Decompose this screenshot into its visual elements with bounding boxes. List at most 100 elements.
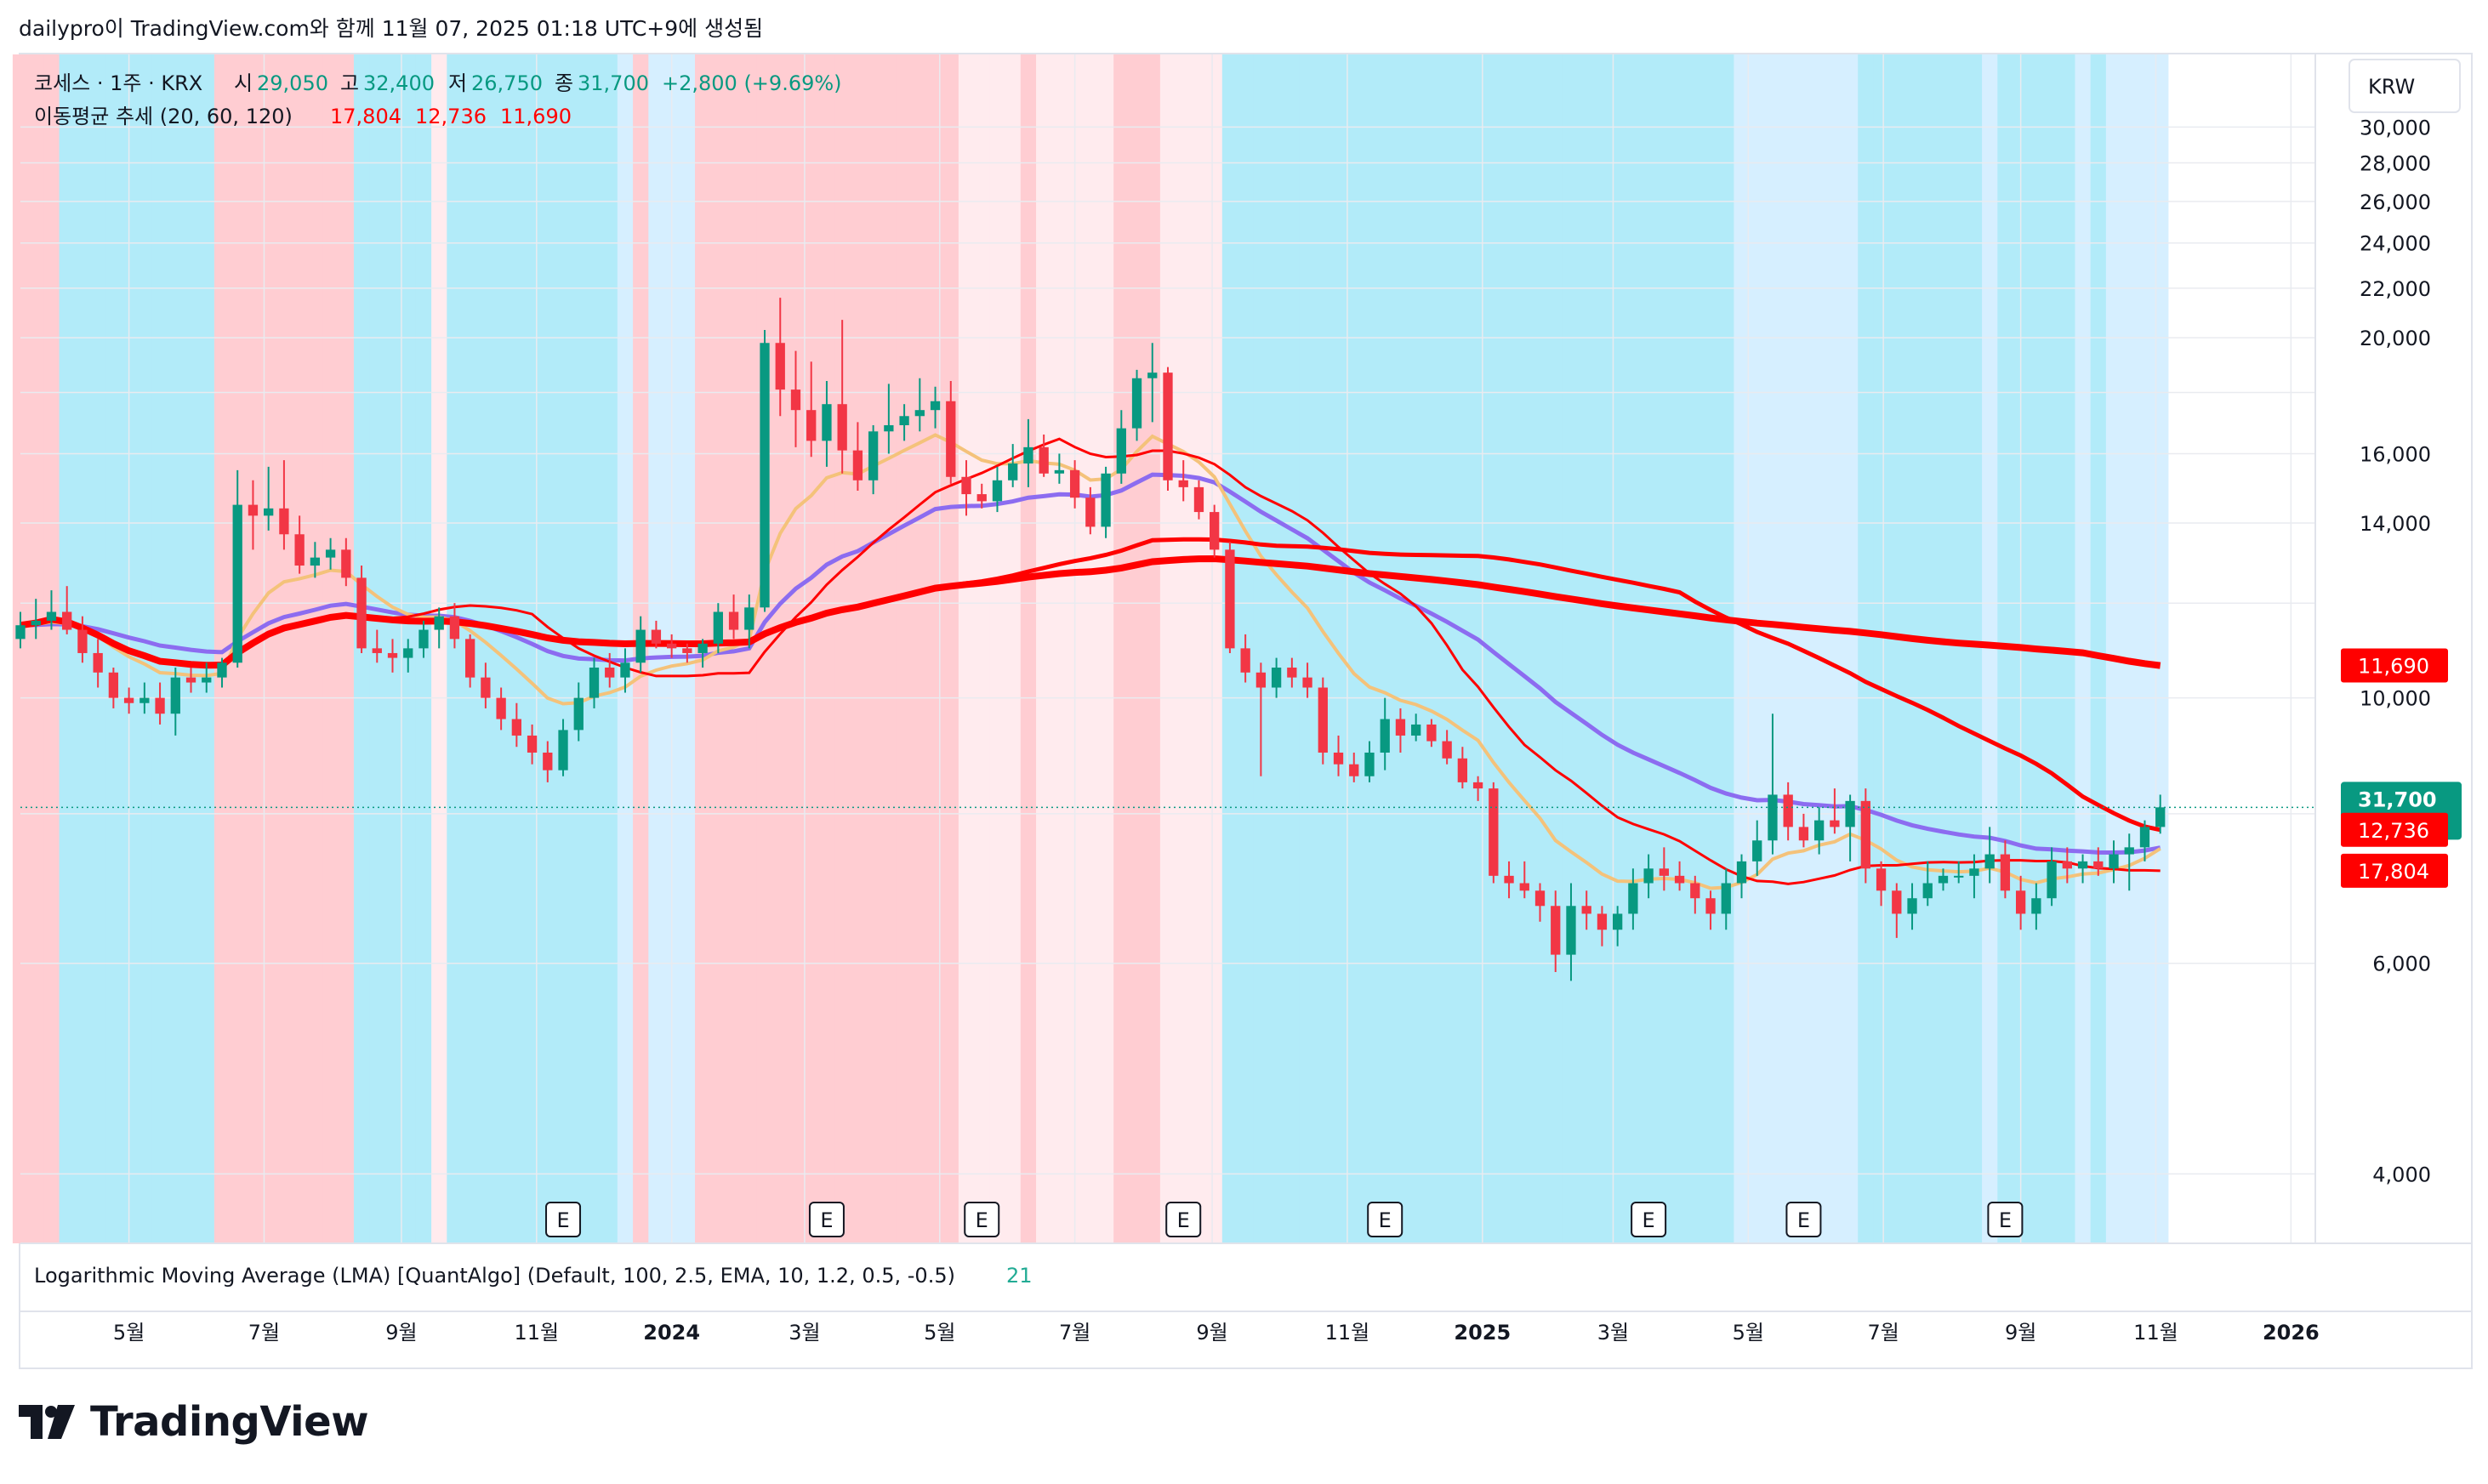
candle-body (728, 611, 739, 630)
trend-band (1811, 54, 1828, 1243)
ma-20-line (20, 437, 2161, 885)
earnings-marker[interactable]: E (1987, 1202, 2024, 1237)
x-tick-label: 9월 (2005, 1321, 2036, 1345)
candle-body (1954, 875, 1964, 878)
candle-body (465, 639, 475, 678)
candle (1768, 714, 1778, 855)
candle (914, 378, 925, 432)
candle (62, 586, 72, 634)
candle (946, 381, 956, 484)
trend-band (1159, 54, 1176, 1243)
candle-body (1581, 906, 1591, 914)
candle-body (1628, 883, 1638, 914)
chart-caption: dailypro이 TradingView.com와 함께 11월 07, 20… (19, 16, 764, 41)
earnings-marker[interactable]: E (545, 1202, 582, 1237)
candle (1008, 444, 1018, 487)
candle-body (372, 648, 382, 653)
candle-body (620, 662, 630, 678)
trend-band (1455, 54, 1472, 1243)
candle (1860, 788, 1870, 884)
earnings-marker[interactable]: E (808, 1202, 845, 1237)
trend-band (1702, 54, 1719, 1243)
x-tick-label: 9월 (385, 1321, 417, 1345)
candle-body (2155, 807, 2166, 827)
candle (2124, 833, 2134, 891)
trend-band (493, 54, 510, 1243)
trend-band (1330, 54, 1347, 1243)
candle-body (884, 425, 894, 432)
tradingview-logo[interactable]: TradingView (19, 1398, 369, 1446)
earnings-badge (1785, 1202, 1822, 1237)
trend-band (1439, 54, 1455, 1243)
earnings-label: E (1643, 1208, 1655, 1232)
candle (992, 466, 1003, 513)
earnings-marker[interactable]: E (964, 1202, 1000, 1237)
earnings-marker[interactable]: E (1367, 1202, 1403, 1237)
candle (356, 566, 367, 653)
trend-band (292, 54, 308, 1243)
candle-body (511, 719, 522, 736)
candle-body (1907, 898, 1917, 914)
candle-body (1426, 724, 1437, 742)
trend-band (2137, 54, 2154, 1243)
candle (108, 667, 119, 708)
y-tick-label: 6,000 (2372, 952, 2431, 976)
currency-button[interactable]: KRW (2349, 59, 2461, 113)
legend-open-label: 시 (234, 71, 253, 95)
candle-body (1504, 875, 1514, 884)
trend-band (12, 54, 29, 1243)
candle (1039, 434, 1049, 477)
candle (341, 537, 351, 587)
candle (15, 611, 26, 649)
candle-body (1271, 667, 1282, 688)
candle (1876, 861, 1887, 907)
candle-body (77, 629, 88, 653)
trend-band (788, 54, 805, 1243)
candle (1813, 807, 1825, 855)
ma-price-tag-box (2341, 812, 2448, 847)
candle-body (1442, 741, 1452, 759)
candle-body (1643, 868, 1654, 884)
earnings-marker[interactable]: E (1631, 1202, 1667, 1237)
earnings-marker[interactable]: E (1785, 1202, 1822, 1237)
candle (852, 422, 863, 491)
candle-body (1116, 428, 1126, 474)
candle (77, 616, 88, 663)
trend-band (151, 54, 168, 1243)
candle (1907, 883, 1917, 930)
candle-body (1101, 473, 1111, 527)
legend-open: 29,050 (257, 71, 328, 95)
candle (1193, 480, 1204, 520)
candle (1225, 542, 1235, 653)
lma-fast-line (20, 433, 2161, 890)
candle-body (1922, 883, 1933, 899)
candle-body (2000, 854, 2011, 891)
trend-band (28, 54, 44, 1243)
trend-band (322, 54, 339, 1243)
candle-body (1163, 372, 1173, 480)
trend-band (1485, 54, 1502, 1243)
x-tick-label: 7월 (1059, 1321, 1090, 1345)
trend-band (1749, 54, 1766, 1243)
trend-band (1780, 54, 1796, 1243)
candle (1178, 460, 1188, 502)
candle-body (635, 629, 646, 663)
earnings-marker[interactable]: E (1165, 1202, 1202, 1237)
candle-body (1147, 372, 1158, 378)
earnings-label: E (1999, 1208, 2012, 1232)
legend-close-label: 종 (555, 71, 573, 95)
candle (1085, 486, 1096, 535)
candle-body (589, 667, 600, 698)
candle-body (1349, 764, 1359, 776)
candle (961, 460, 971, 516)
trend-band (2121, 54, 2138, 1243)
trend-band (648, 54, 665, 1243)
trend-band (1392, 54, 1409, 1243)
candle-body (1690, 883, 1700, 899)
candle-body (217, 662, 227, 678)
candle (605, 652, 615, 688)
candle-body (1287, 667, 1297, 678)
trend-band (2075, 54, 2092, 1243)
